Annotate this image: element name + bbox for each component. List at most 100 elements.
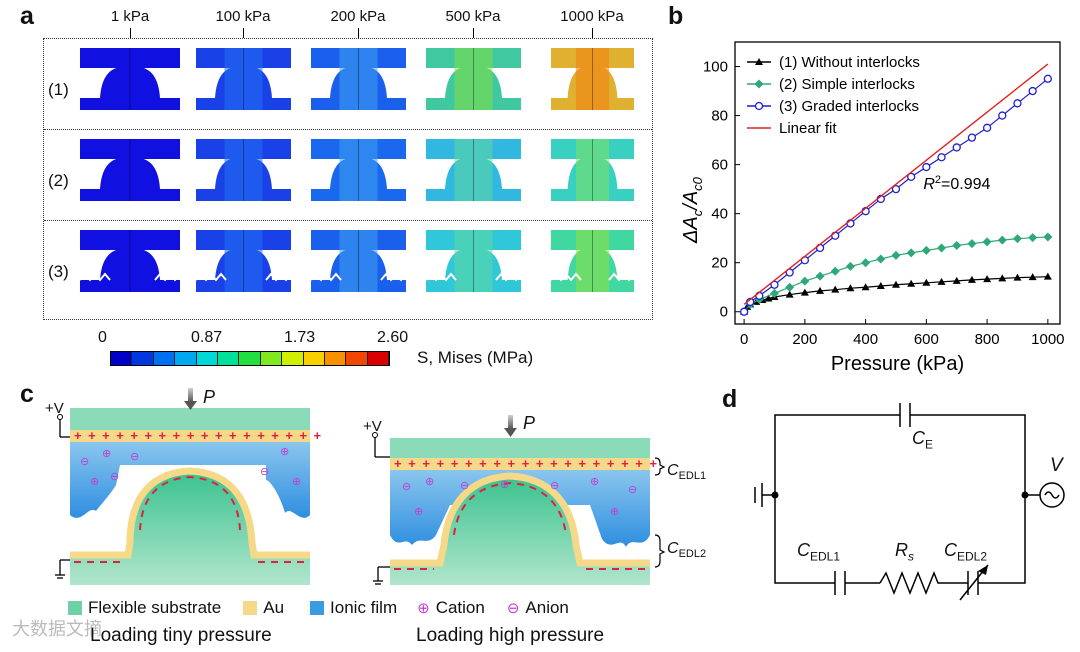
series-line <box>743 63 1049 305</box>
simulation-cell <box>195 48 291 110</box>
data-point <box>764 294 773 302</box>
edl1-label: CEDL1 <box>667 462 707 483</box>
svg-text:⊖: ⊖ <box>460 480 469 492</box>
simulation-cell <box>310 230 406 292</box>
x-tick-label: 600 <box>914 331 939 348</box>
y-tick-label: 60 <box>711 157 728 174</box>
data-point <box>967 239 977 249</box>
colorbar-strip <box>110 351 390 366</box>
data-point <box>891 280 900 288</box>
pressure-label: 500 kPa <box>445 8 501 25</box>
data-point <box>906 248 916 258</box>
bottom-au-layer <box>70 467 310 559</box>
colorbar-segment <box>239 352 261 365</box>
panel-c-label: c <box>20 380 34 408</box>
pressure-label: 1 kPa <box>110 8 150 25</box>
y-tick-label: 40 <box>711 206 728 223</box>
voltage-label-right: +V <box>363 418 382 435</box>
svg-text:⊕: ⊕ <box>590 476 599 488</box>
x-tick-label: 1000 <box>1031 331 1064 348</box>
simulation-cell <box>550 48 634 110</box>
bottom-substrate-right <box>390 478 650 585</box>
data-point <box>922 162 931 172</box>
simulation-cell <box>195 230 291 292</box>
x-tick-label: 800 <box>975 331 1000 348</box>
data-point <box>1043 272 1052 280</box>
data-point <box>876 254 886 264</box>
watermark: 大数据文摘 <box>12 619 102 639</box>
data-point <box>815 271 825 281</box>
data-point <box>800 288 809 296</box>
colorbar-tick: 0 <box>98 329 107 346</box>
data-point <box>982 237 992 247</box>
svg-text:⊕: ⊕ <box>425 476 434 488</box>
data-point <box>785 290 794 298</box>
data-point <box>1043 74 1053 83</box>
colorbar-segment <box>153 352 176 365</box>
pressure-chart: 0 200 400 600 800 1000 0 20 40 60 80 100 Pressure (k… <box>680 41 1065 375</box>
simulation-cell <box>195 139 291 201</box>
data-point <box>967 275 976 283</box>
x-tick-label: 200 <box>792 331 817 348</box>
data-point <box>861 258 871 268</box>
caption-right: Loading high pressure <box>416 625 605 646</box>
pressure-label: 100 kPa <box>215 8 271 25</box>
ionic-swatch <box>310 601 325 615</box>
row-label: (3) <box>48 262 69 281</box>
y-tick-label: 20 <box>711 255 728 272</box>
data-point <box>1028 86 1037 96</box>
data-point <box>1013 99 1022 108</box>
v-label: V <box>1050 455 1063 476</box>
r-squared-annotation: R2=0.994 <box>923 174 990 193</box>
svg-text:⊕: ⊕ <box>414 506 423 518</box>
data-point <box>891 184 901 194</box>
simulation-cell <box>80 230 180 292</box>
top-substrate <box>70 408 310 430</box>
top-substrate-right <box>390 438 650 458</box>
dome-charges <box>139 475 241 531</box>
legend-ionic: Ionic film <box>330 598 398 617</box>
simulation-cell <box>550 139 634 201</box>
colorbar-segment <box>217 352 240 365</box>
colorbar-segment <box>132 352 154 365</box>
simulation-cell <box>80 48 180 110</box>
au-swatch <box>243 601 258 615</box>
data-point <box>998 274 1007 282</box>
data-point <box>770 280 779 289</box>
voltage-label-left: +V <box>45 400 64 417</box>
legend-substrate: Flexible substrate <box>88 598 222 617</box>
legend-marker <box>754 101 764 111</box>
simulation-cell <box>425 48 521 110</box>
legend-label: Linear fit <box>779 120 837 137</box>
colorbar-segment <box>282 352 304 365</box>
data-point <box>739 307 749 316</box>
svg-text:⊕: ⊕ <box>292 476 301 488</box>
data-point <box>876 281 885 289</box>
colorbar-segment <box>260 352 283 365</box>
legend-label: (3) Graded interlocks <box>779 98 919 115</box>
simulation-grid <box>43 38 653 320</box>
series-line <box>743 236 1048 313</box>
data-point <box>952 143 961 152</box>
x-tick-label: 400 <box>853 331 878 348</box>
data-point <box>831 285 840 293</box>
simulation-cell <box>550 230 634 292</box>
y-tick-label: 80 <box>711 108 728 125</box>
svg-text:⊖: ⊖ <box>80 456 89 468</box>
data-point <box>1012 234 1022 244</box>
data-point <box>861 283 870 291</box>
svg-text:⊖: ⊖ <box>402 481 411 493</box>
legend-cation: Cation <box>435 598 485 617</box>
simulation-cell <box>80 139 180 201</box>
data-point <box>922 278 931 286</box>
svg-text:⊖: ⊖ <box>628 484 637 496</box>
pressure-label: 200 kPa <box>330 8 386 25</box>
plot-frame <box>734 41 1061 325</box>
legend-marker <box>755 58 763 65</box>
svg-text:⊕: ⊕ <box>610 506 619 518</box>
row-label: (2) <box>48 171 69 190</box>
svg-text:⊕: ⊕ <box>500 479 509 491</box>
substrate-swatch <box>68 601 82 615</box>
cedl1-label: CEDL1 <box>797 540 841 564</box>
svg-text:⊖: ⊖ <box>110 471 119 483</box>
